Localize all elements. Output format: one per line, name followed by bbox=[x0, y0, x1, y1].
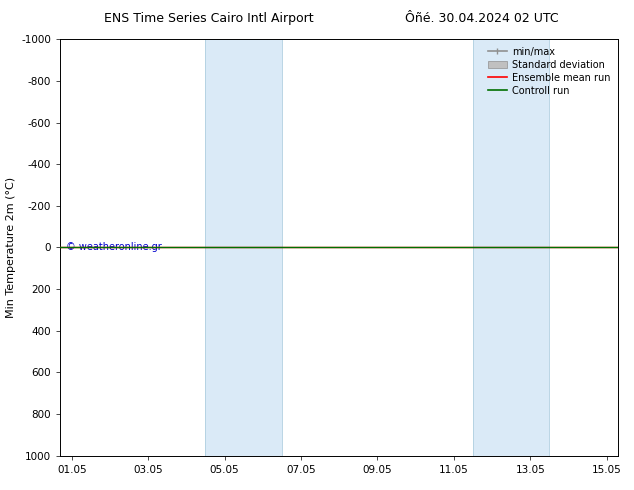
Bar bbox=[473, 39, 550, 456]
Y-axis label: Min Temperature 2m (°C): Min Temperature 2m (°C) bbox=[6, 177, 16, 318]
Text: © weatheronline.gr: © weatheronline.gr bbox=[66, 242, 162, 252]
Legend: min/max, Standard deviation, Ensemble mean run, Controll run: min/max, Standard deviation, Ensemble me… bbox=[484, 44, 613, 98]
Bar bbox=[205, 39, 282, 456]
Text: Ôñé. 30.04.2024 02 UTC: Ôñé. 30.04.2024 02 UTC bbox=[405, 12, 559, 25]
Text: ENS Time Series Cairo Intl Airport: ENS Time Series Cairo Intl Airport bbox=[105, 12, 314, 25]
